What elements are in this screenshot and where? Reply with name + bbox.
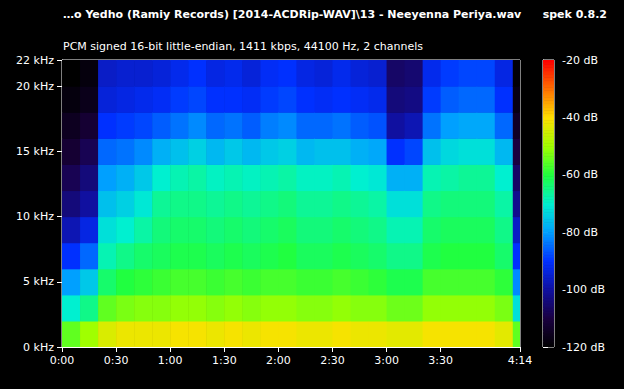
svg-text:1:00: 1:00 [158,354,183,367]
svg-text:-20 dB: -20 dB [562,54,598,67]
svg-text:-100 dB: -100 dB [562,283,605,296]
svg-text:3:30: 3:30 [428,354,453,367]
svg-text:…o Yedho (Ramiy Records) [2014: …o Yedho (Ramiy Records) [2014-ACDRip-WA… [63,8,522,21]
svg-text:-40 dB: -40 dB [562,111,598,124]
svg-text:4:14: 4:14 [508,354,533,367]
svg-text:1:30: 1:30 [212,354,237,367]
svg-text:PCM signed 16-bit little-endia: PCM signed 16-bit little-endian, 1411 kb… [63,40,423,53]
svg-text:15 kHz: 15 kHz [16,145,54,158]
svg-text:2:30: 2:30 [320,354,345,367]
svg-text:3:00: 3:00 [374,354,399,367]
svg-text:10 kHz: 10 kHz [16,210,54,223]
svg-text:0 kHz: 0 kHz [23,341,54,354]
svg-text:0:00: 0:00 [50,354,75,367]
svg-text:2:00: 2:00 [266,354,291,367]
svg-text:-80 dB: -80 dB [562,226,598,239]
svg-text:spek 0.8.2: spek 0.8.2 [543,8,607,21]
svg-text:-60 dB: -60 dB [562,168,598,181]
svg-text:22 kHz: 22 kHz [16,54,54,67]
svg-text:20 kHz: 20 kHz [16,80,54,93]
svg-text:-120 dB: -120 dB [562,341,605,354]
svg-text:5 kHz: 5 kHz [23,275,54,288]
svg-text:0:30: 0:30 [104,354,129,367]
